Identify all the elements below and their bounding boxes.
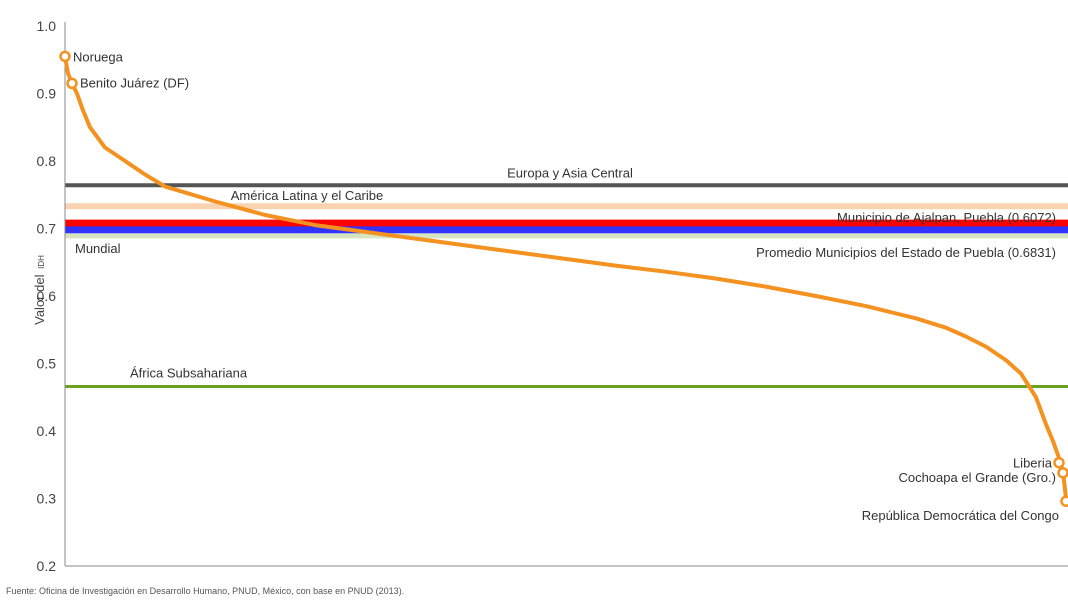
series-line bbox=[63, 54, 1068, 501]
reference-lines: Europa y Asia Central América Latina y el… bbox=[65, 165, 1068, 388]
y-tick-label: 1.0 bbox=[37, 18, 57, 34]
reference-line-label: Municipio de Ajalpan, Puebla (0.6072) bbox=[837, 210, 1056, 225]
highlight-point bbox=[66, 77, 78, 90]
y-tick-label: 0.3 bbox=[37, 491, 57, 507]
point-label: Cochoapa el Grande (Gro.) bbox=[898, 470, 1056, 485]
highlight-point bbox=[1060, 495, 1068, 507]
series-layer bbox=[63, 54, 1068, 501]
y-tick-label: 0.8 bbox=[37, 153, 57, 169]
reference-line-label: Mundial bbox=[75, 241, 121, 256]
y-tick-label: 0.2 bbox=[37, 558, 57, 574]
highlight-points: Noruega Benito Juárez (DF) LiberiaCochoapa… bbox=[59, 49, 1068, 523]
point-label: Liberia bbox=[1013, 456, 1053, 471]
reference-line-label: África Subsahariana bbox=[130, 365, 248, 380]
y-axis-ticks: 0.2 0.3 0.4 0.5 0.6 0.7 0.8 0.9 1.0 bbox=[37, 18, 57, 574]
y-tick-label: 0.6 bbox=[37, 288, 57, 304]
highlight-point bbox=[59, 50, 71, 63]
y-tick-label: 0.4 bbox=[37, 423, 57, 439]
point-label: Benito Juárez (DF) bbox=[80, 75, 189, 90]
highlight-point bbox=[1057, 467, 1068, 479]
source-note: Fuente: Oficina de Investigación en Desa… bbox=[6, 586, 405, 596]
y-tick-label: 0.9 bbox=[37, 86, 57, 102]
y-tick-label: 0.5 bbox=[37, 356, 57, 372]
reference-line-label: Europa y Asia Central bbox=[507, 165, 633, 180]
reference-line-label: América Latina y el Caribe bbox=[231, 188, 383, 203]
y-axis-label: Valor del IDH bbox=[32, 255, 47, 325]
point-label: República Democrática del Congo bbox=[862, 508, 1059, 523]
y-tick-label: 0.7 bbox=[37, 221, 57, 237]
point-label: Noruega bbox=[73, 49, 124, 64]
highlight-point bbox=[1053, 456, 1065, 469]
reference-line-label: Promedio Municipios del Estado de Puebla… bbox=[756, 245, 1056, 260]
